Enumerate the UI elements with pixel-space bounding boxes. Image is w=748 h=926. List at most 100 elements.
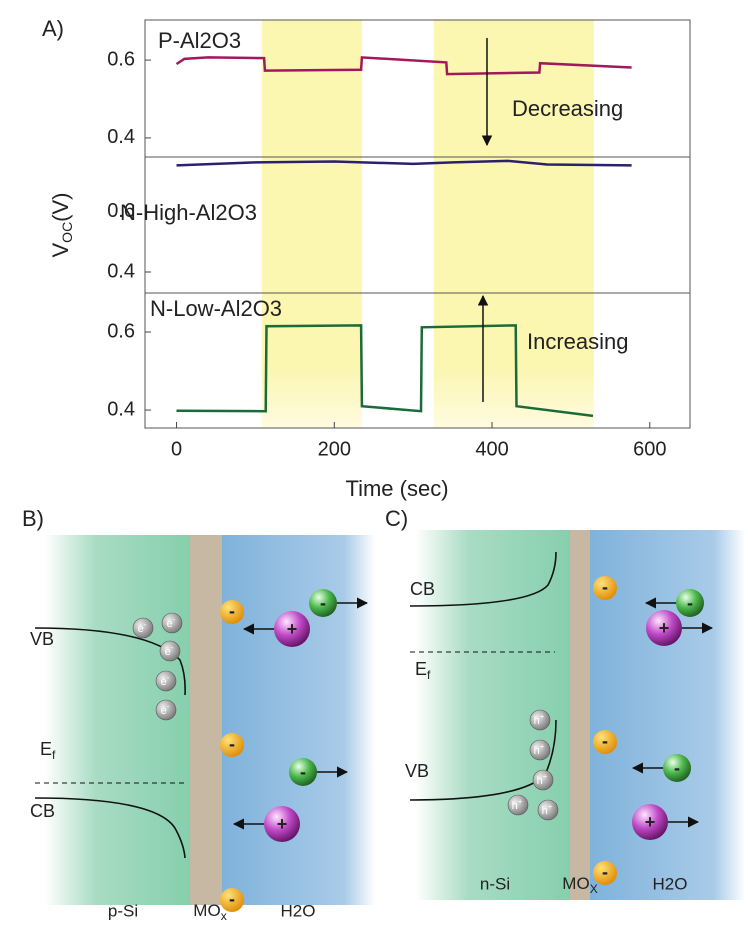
band-label: VB <box>30 629 54 649</box>
carrier-sign: + <box>543 772 548 781</box>
band-label: CB <box>410 579 435 599</box>
fermi-symbol: E <box>415 659 427 679</box>
panel-label: C) <box>385 506 408 531</box>
panel-frame <box>144 292 691 429</box>
carrier <box>155 670 177 692</box>
carrier-symbol: h <box>534 715 540 727</box>
anion-sign: - <box>300 762 306 782</box>
carrier-sign: - <box>173 615 176 624</box>
anion-sign: - <box>320 593 326 613</box>
carrier-symbol: e <box>165 646 171 658</box>
x-tick-label: 400 <box>475 438 508 460</box>
y-tick-label: 0.6 <box>107 200 135 222</box>
carrier-symbol: e <box>167 618 173 630</box>
anion-sign: - <box>602 577 608 597</box>
band-edge <box>34 797 186 859</box>
carrier-label: h+ <box>542 802 553 817</box>
region-label: MOx <box>193 901 226 923</box>
series-label: N-High-Al2O3 <box>120 200 257 225</box>
y-label-symbol: V <box>48 243 73 258</box>
carrier-sign: - <box>167 673 170 682</box>
x-tick-label: 200 <box>318 438 351 460</box>
x-axis-label: Time (sec) <box>345 476 448 501</box>
oxide-layer <box>190 535 222 905</box>
y-tick-label: 0.4 <box>107 126 135 148</box>
cation-sign: + <box>277 814 288 834</box>
carrier-label: h+ <box>534 742 545 757</box>
carrier <box>532 769 554 791</box>
highlight-band <box>433 20 594 428</box>
carrier-label: e- <box>161 702 170 717</box>
anion-sign: - <box>229 734 235 754</box>
annotation: Decreasing <box>512 96 623 121</box>
y-axis-label: VOC(V) <box>48 192 75 257</box>
anion <box>663 754 691 782</box>
carrier-symbol: e <box>138 623 144 635</box>
adsorbed-anion <box>220 733 244 757</box>
y-tick-label: 0.6 <box>107 320 135 342</box>
region-label: H2O <box>281 901 316 920</box>
carrier <box>132 617 154 639</box>
carrier <box>529 709 551 731</box>
panel-frame <box>144 156 691 294</box>
annotation: Increasing <box>527 329 629 354</box>
carrier-label: e- <box>167 615 176 630</box>
fermi-symbol: E <box>40 739 52 759</box>
carrier <box>537 799 559 821</box>
highlight-band <box>261 20 362 428</box>
cation-sign: + <box>645 812 656 832</box>
anion-sign: - <box>674 758 680 778</box>
y-label-subscript: OC <box>59 222 75 243</box>
carrier <box>507 794 529 816</box>
fermi-label: Ef <box>40 739 56 762</box>
carrier-label: e- <box>165 643 174 658</box>
anion <box>676 589 704 617</box>
carrier-symbol: h <box>534 745 540 757</box>
carrier-label: h+ <box>534 712 545 727</box>
band-label: VB <box>405 761 429 781</box>
electrolyte <box>222 535 375 905</box>
panel-label: A) <box>42 16 64 41</box>
carrier-sign: + <box>540 742 545 751</box>
carrier-label: e- <box>138 620 147 635</box>
cation <box>646 610 682 646</box>
region-label: p-Si <box>108 901 138 920</box>
series-label: N-Low-Al2O3 <box>150 296 282 321</box>
carrier-symbol: e <box>161 705 167 717</box>
series-label: P-Al2O3 <box>158 28 241 53</box>
anion-sign: - <box>687 593 693 613</box>
data-line <box>176 159 632 167</box>
carrier-sign: - <box>167 702 170 711</box>
fermi-label: Ef <box>415 659 431 682</box>
band-edge <box>409 551 557 607</box>
x-tick-label: 600 <box>633 438 666 460</box>
adsorbed-anion <box>220 600 244 624</box>
y-tick-label: 0.4 <box>107 398 135 420</box>
carrier-symbol: h <box>512 800 518 812</box>
y-label-unit: (V) <box>48 192 73 221</box>
carrier-symbol: h <box>537 775 543 787</box>
carrier-sign: - <box>144 620 147 629</box>
region-label: MOX <box>562 874 597 896</box>
cation <box>274 611 310 647</box>
carrier <box>155 699 177 721</box>
carrier-sign: + <box>548 802 553 811</box>
carrier-sign: + <box>518 797 523 806</box>
region-label: H2O <box>653 874 688 893</box>
anion <box>309 589 337 617</box>
anion-sign: - <box>602 731 608 751</box>
carrier-label: e- <box>161 673 170 688</box>
region-label: n-Si <box>480 874 510 893</box>
data-line <box>175 56 632 76</box>
adsorbed-anion <box>593 730 617 754</box>
oxide-symbol: MO <box>193 901 220 920</box>
fermi-subscript: f <box>427 668 431 682</box>
anion-sign: - <box>602 862 608 882</box>
y-tick-label: 0.4 <box>107 260 135 282</box>
carrier-label: h+ <box>537 772 548 787</box>
carrier <box>161 612 183 634</box>
carrier <box>159 640 181 662</box>
carrier-label: h+ <box>512 797 523 812</box>
data-line <box>176 324 594 418</box>
